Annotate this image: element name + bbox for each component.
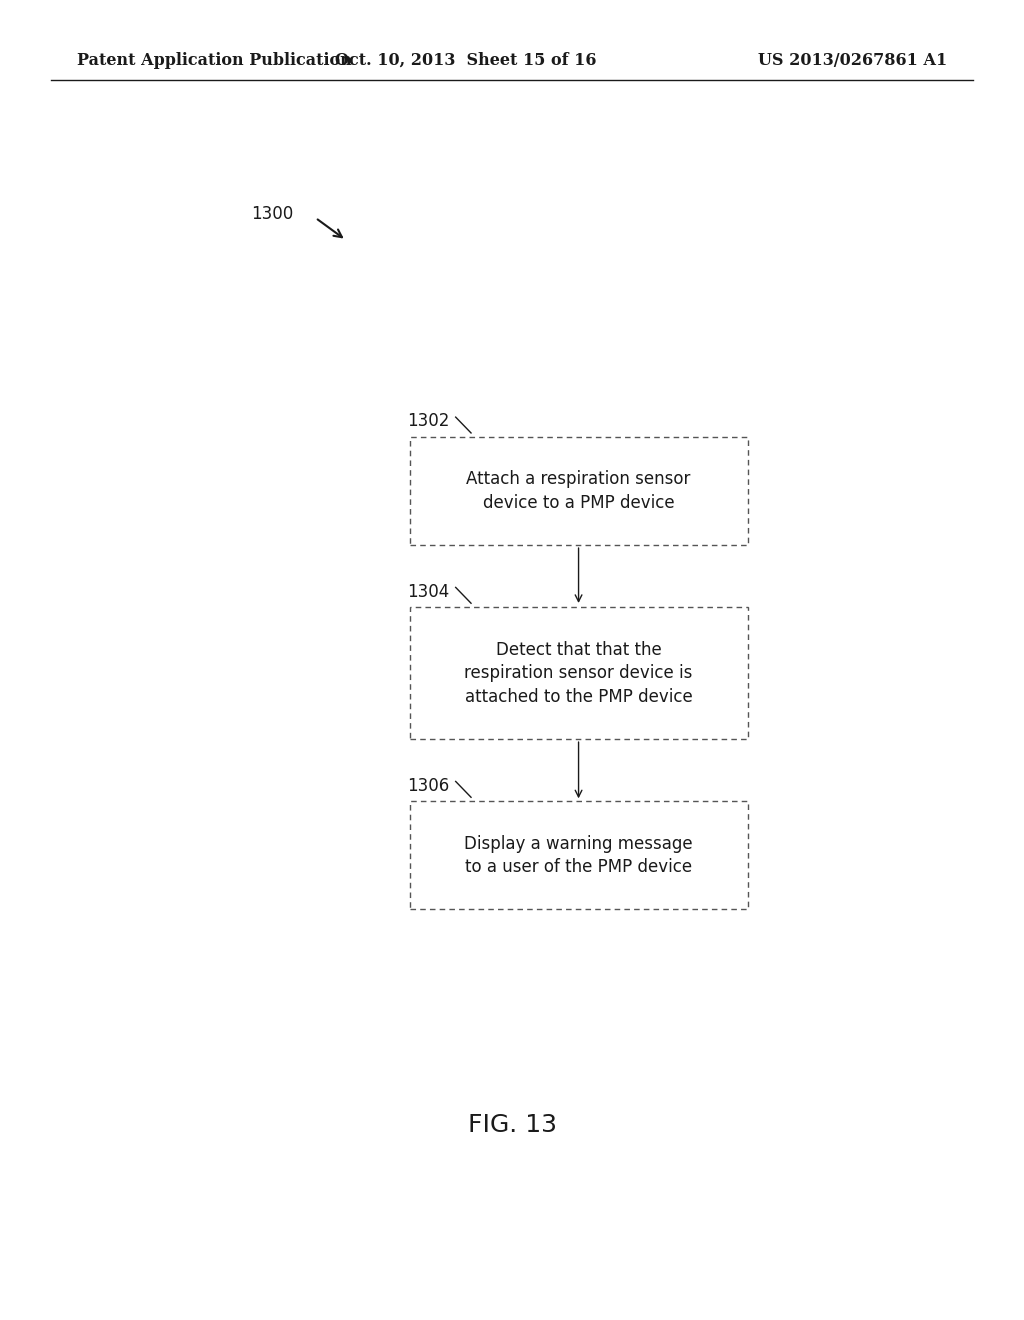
Text: 1302: 1302 <box>408 412 450 430</box>
Text: 1304: 1304 <box>408 582 450 601</box>
Bar <box>410 801 748 909</box>
Text: Patent Application Publication: Patent Application Publication <box>77 51 351 69</box>
Text: Oct. 10, 2013  Sheet 15 of 16: Oct. 10, 2013 Sheet 15 of 16 <box>335 51 597 69</box>
Text: FIG. 13: FIG. 13 <box>468 1113 556 1137</box>
Text: 1306: 1306 <box>408 776 450 795</box>
Text: 1300: 1300 <box>251 205 293 223</box>
Bar <box>410 607 748 739</box>
Text: Display a warning message
to a user of the PMP device: Display a warning message to a user of t… <box>464 834 693 876</box>
Text: US 2013/0267861 A1: US 2013/0267861 A1 <box>758 51 947 69</box>
Text: Attach a respiration sensor
device to a PMP device: Attach a respiration sensor device to a … <box>466 470 691 512</box>
Bar <box>410 437 748 545</box>
Text: Detect that that the
respiration sensor device is
attached to the PMP device: Detect that that the respiration sensor … <box>464 640 693 706</box>
